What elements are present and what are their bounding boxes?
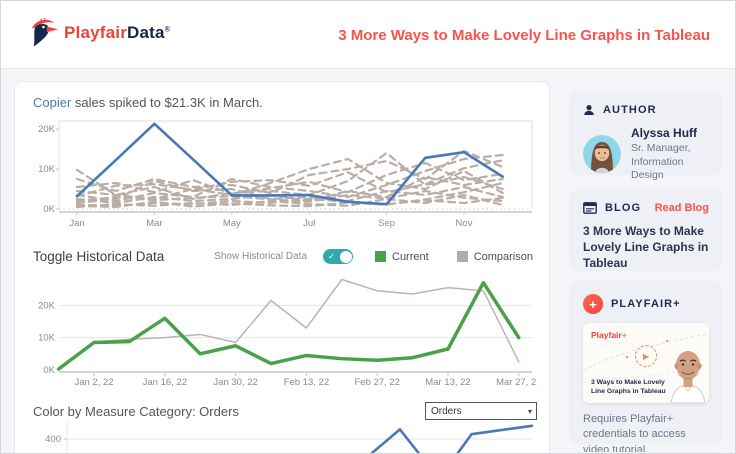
- svg-text:400: 400: [45, 434, 61, 445]
- author-section-label: AUTHOR: [603, 104, 657, 116]
- svg-text:Feb 27, 22: Feb 27, 22: [354, 377, 399, 388]
- chart1-title-highlight: Copier: [33, 95, 72, 110]
- playfair-note: Requires Playfair+ credentials to access…: [583, 413, 686, 454]
- chevron-down-icon: ▾: [527, 406, 532, 416]
- registered-mark: ®: [164, 26, 171, 34]
- check-icon: ✓: [328, 250, 336, 261]
- avatar-illustration: [583, 135, 621, 174]
- author-row: Alyssa Huff Sr. Manager, Information Des…: [583, 126, 709, 183]
- brand-wordmark: PlayfairData®: [64, 23, 170, 43]
- historical-data-line-chart[interactable]: 0K 10K 20K Jan 2, 22 Jan 16, 22 Jan 30, 22 Feb…: [29, 274, 537, 388]
- video-thumbnail[interactable]: Playfair+ ▶ 3 Ways to Make Lovely Line G…: [583, 323, 709, 403]
- chart1-title: Copier sales spiked to $21.3K in March.: [33, 95, 263, 110]
- toggle-knob: [339, 250, 352, 263]
- blog-post-title: 3 More Ways to Make Lovely Line Graphs i…: [583, 224, 709, 271]
- site-header: PlayfairData® 3 More Ways to Make Lovely…: [1, 1, 735, 69]
- brand-playfair: Playfair: [64, 23, 128, 42]
- svg-text:Sep: Sep: [378, 218, 395, 229]
- dashboard-panel: Copier sales spiked to $21.3K in March. …: [14, 81, 550, 454]
- svg-text:10K: 10K: [38, 333, 56, 344]
- svg-text:May: May: [223, 218, 241, 229]
- blog-card: BLOG Read Blog 3 More Ways to Make Lovel…: [569, 189, 723, 271]
- person-icon: [584, 105, 594, 115]
- legend-label-current: Current: [392, 250, 429, 263]
- svg-text:0K: 0K: [43, 204, 55, 215]
- author-name: Alyssa Huff: [631, 126, 698, 140]
- thumb-title: 3 Ways to Make Lovely Line Graphs in Tab…: [591, 378, 666, 395]
- svg-text:Jan 2, 22: Jan 2, 22: [74, 377, 113, 388]
- svg-text:Jan: Jan: [69, 218, 84, 229]
- measure-category-dropdown[interactable]: Orders ▾: [425, 402, 537, 420]
- thumb-brand-logo: Playfair+: [591, 330, 627, 340]
- author-info: Alyssa Huff Sr. Manager, Information Des…: [631, 126, 709, 183]
- read-blog-link[interactable]: Read Blog: [654, 202, 709, 214]
- blog-section-label: BLOG: [605, 202, 642, 214]
- svg-text:20K: 20K: [38, 124, 56, 135]
- author-card: AUTHOR: [569, 91, 723, 181]
- kingfisher-bird-icon: [31, 18, 59, 47]
- comparison-swatch: [456, 251, 468, 262]
- plus-icon: +: [583, 294, 603, 314]
- dropdown-value: Orders: [431, 405, 462, 417]
- historical-data-toggle[interactable]: ✓: [323, 249, 353, 264]
- chart2-header: Toggle Historical Data Show Historical D…: [33, 249, 533, 264]
- chart3-header: Color by Measure Category: Orders Orders…: [33, 402, 537, 420]
- legend-item-current[interactable]: Current: [375, 251, 429, 263]
- page-title: 3 More Ways to Make Lovely Line Graphs i…: [338, 26, 710, 44]
- content-area: Copier sales spiked to $21.3K in March. …: [1, 69, 735, 454]
- svg-text:Mar 27, 22: Mar 27, 22: [496, 377, 537, 388]
- legend-item-comparison[interactable]: Comparison: [456, 250, 533, 263]
- next-card-sliver: [569, 452, 723, 453]
- chart3-title: Color by Measure Category: Orders: [33, 403, 239, 419]
- avatar: [583, 135, 621, 174]
- legend-label-comparison: Comparison: [473, 250, 533, 263]
- svg-text:10K: 10K: [38, 164, 56, 175]
- current-swatch: [375, 251, 386, 262]
- svg-text:Nov: Nov: [456, 218, 473, 229]
- play-icon[interactable]: ▶: [635, 345, 657, 367]
- playfair-plus-card: + PLAYFAIR+ Playfair+ ▶ 3 Ways to Make L…: [569, 281, 723, 453]
- svg-text:20K: 20K: [38, 300, 56, 311]
- chart2-title: Toggle Historical Data: [33, 249, 165, 264]
- chart1-title-rest: sales spiked to $21.3K in March.: [71, 95, 263, 110]
- presenter-illustration: [670, 351, 706, 403]
- author-role: Sr. Manager, Information Design: [631, 142, 709, 183]
- author-role-line1: Sr. Manager,: [631, 142, 691, 154]
- svg-text:Feb 13, 22: Feb 13, 22: [284, 377, 329, 388]
- brand-data: Data: [127, 23, 165, 42]
- copier-sales-line-chart[interactable]: 0K 10K 20K Jan Mar May Jul Sep Nov: [29, 115, 537, 231]
- svg-text:Jul: Jul: [303, 218, 315, 229]
- svg-text:0K: 0K: [43, 365, 55, 376]
- map-lines-decoration: [583, 332, 709, 384]
- svg-text:Mar: Mar: [146, 218, 162, 229]
- playfair-card-header: + PLAYFAIR+: [583, 294, 709, 314]
- svg-text:Mar 13, 22: Mar 13, 22: [425, 377, 470, 388]
- svg-text:Jan 16, 22: Jan 16, 22: [143, 377, 187, 388]
- svg-text:Jan 30, 22: Jan 30, 22: [213, 377, 257, 388]
- author-role-line2: Information Design: [631, 155, 684, 182]
- author-card-header: AUTHOR: [583, 104, 709, 116]
- blog-card-header: BLOG Read Blog: [583, 202, 709, 214]
- playfair-data-logo[interactable]: PlayfairData®: [29, 17, 170, 49]
- toggle-label: Show Historical Data: [214, 251, 307, 262]
- orders-line-chart[interactable]: 400: [29, 422, 537, 454]
- playfair-section-label: PLAYFAIR+: [611, 298, 681, 310]
- blog-icon: [583, 202, 597, 214]
